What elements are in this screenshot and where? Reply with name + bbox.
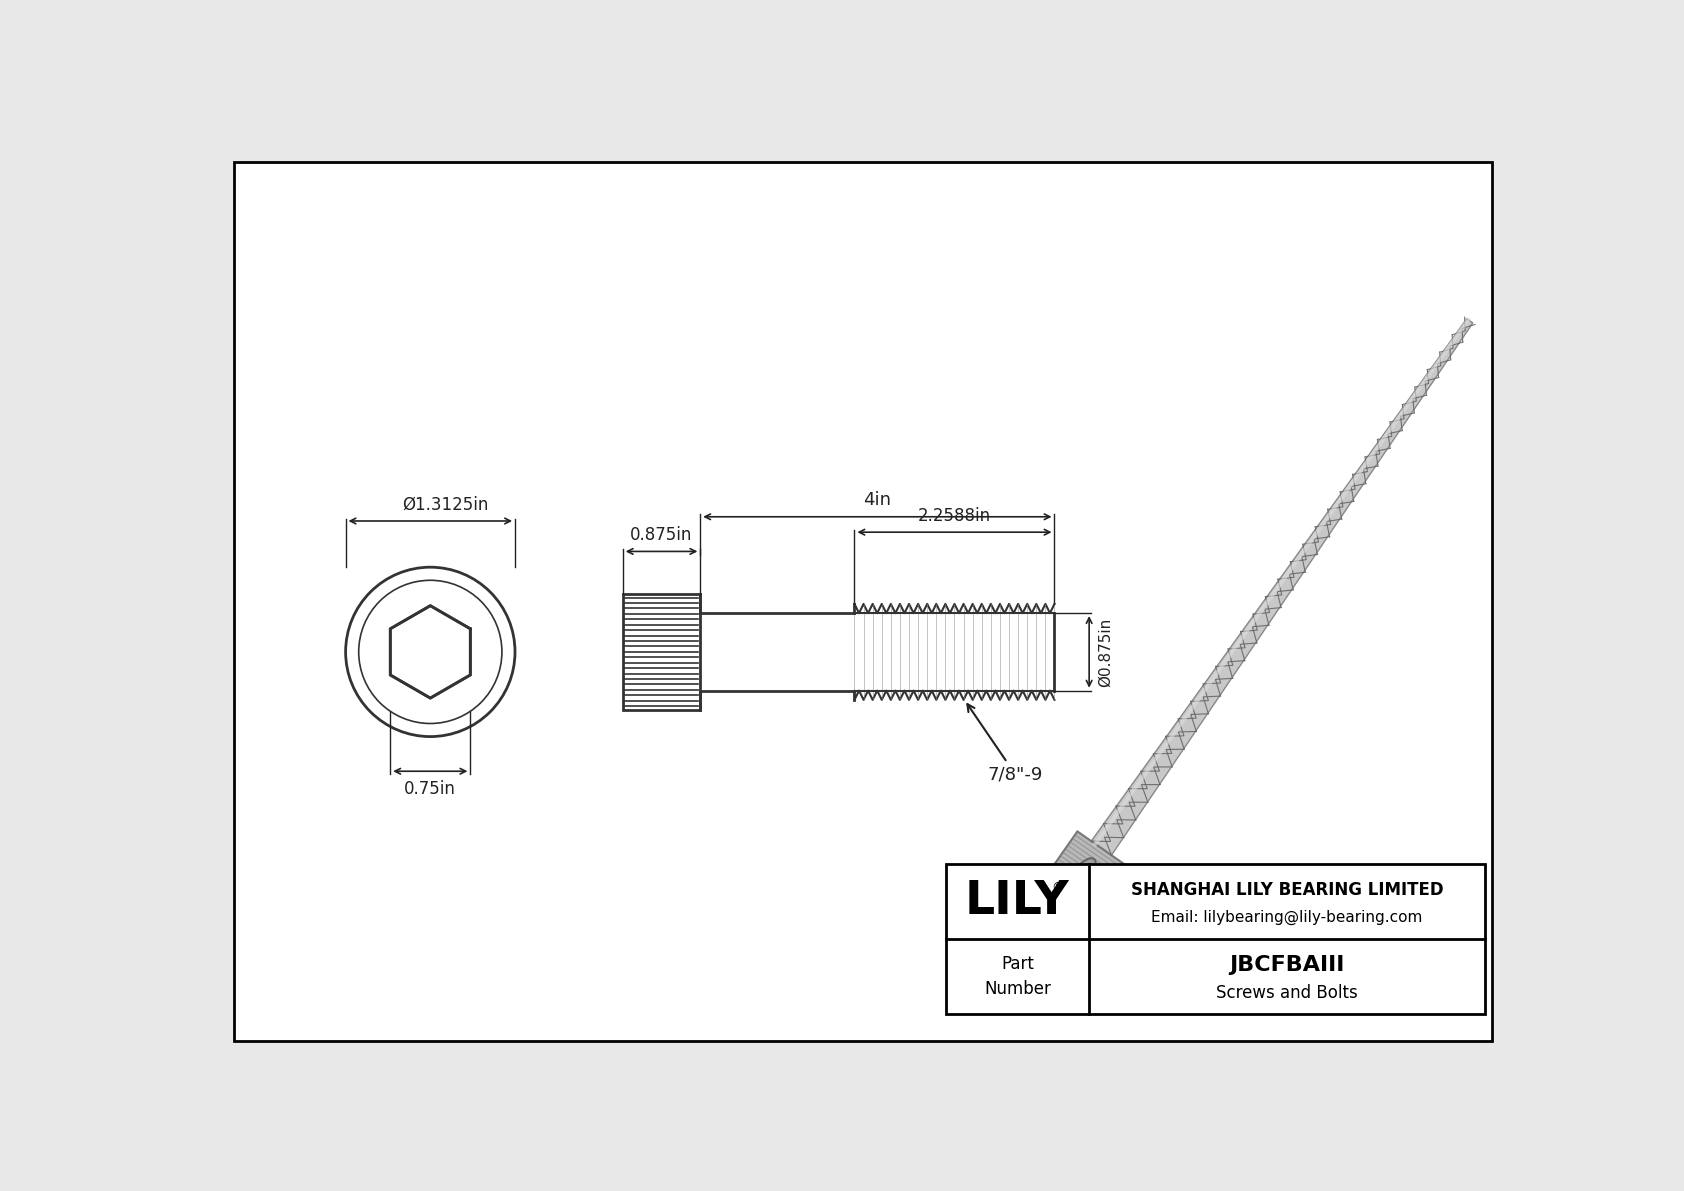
- Text: Screws and Bolts: Screws and Bolts: [1216, 984, 1357, 1002]
- Text: 0.875in: 0.875in: [630, 525, 692, 544]
- Text: SHANGHAI LILY BEARING LIMITED: SHANGHAI LILY BEARING LIMITED: [1130, 881, 1443, 899]
- Text: 4in: 4in: [864, 491, 891, 509]
- Text: 2.2588in: 2.2588in: [918, 507, 992, 525]
- Text: ®: ®: [1051, 881, 1064, 893]
- Polygon shape: [1091, 319, 1474, 855]
- Text: 7/8"-9: 7/8"-9: [967, 704, 1042, 784]
- Text: Ø0.875in: Ø0.875in: [1098, 617, 1113, 686]
- Text: 0.75in: 0.75in: [404, 780, 456, 798]
- Text: Part
Number: Part Number: [983, 955, 1051, 998]
- Bar: [946, 863, 1485, 1014]
- Polygon shape: [1052, 831, 1125, 899]
- Polygon shape: [391, 606, 470, 698]
- Circle shape: [345, 567, 515, 736]
- Text: Email: lilybearing@lily-bearing.com: Email: lilybearing@lily-bearing.com: [1152, 910, 1423, 925]
- Text: LILY: LILY: [965, 879, 1069, 924]
- Bar: [623, 594, 701, 710]
- Text: Ø1.3125in: Ø1.3125in: [402, 495, 488, 513]
- Ellipse shape: [1058, 859, 1096, 908]
- Circle shape: [359, 580, 502, 723]
- Text: JBCFBAIII: JBCFBAIII: [1229, 955, 1344, 975]
